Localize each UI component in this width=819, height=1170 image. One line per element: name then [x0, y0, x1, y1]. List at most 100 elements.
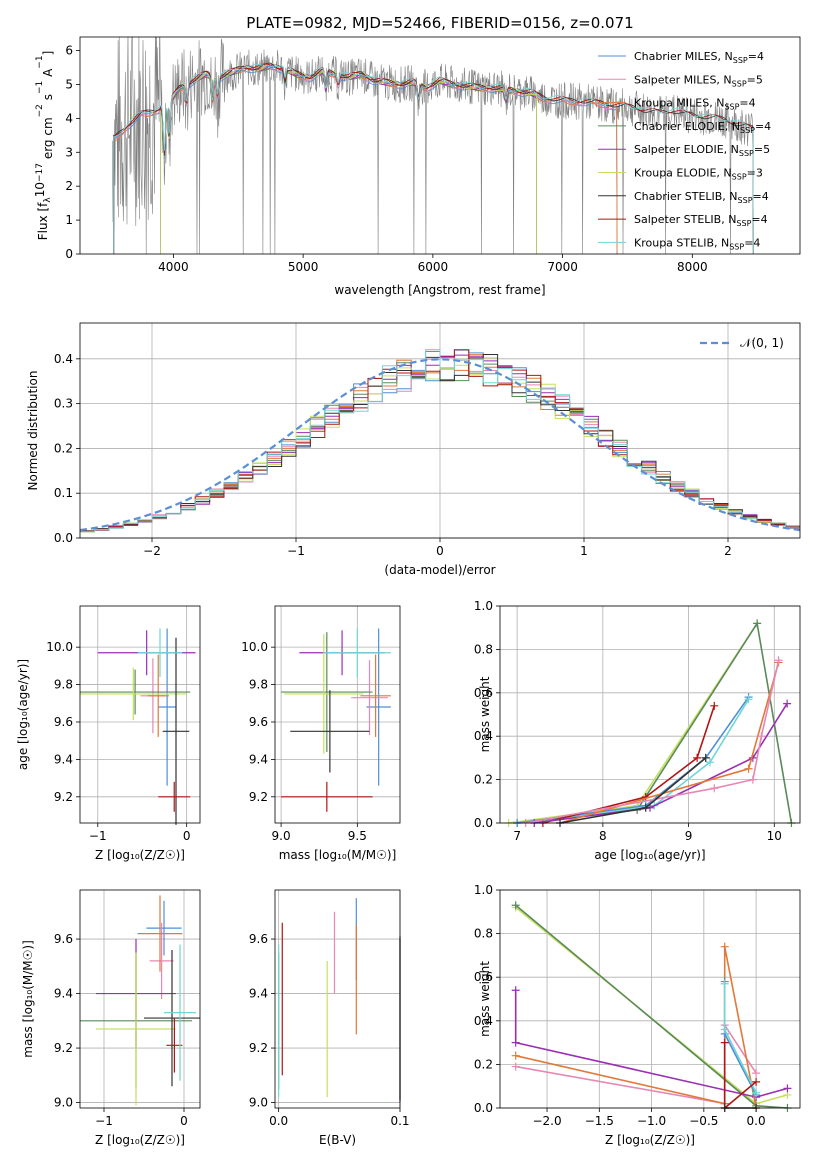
point-chabrier_stelib	[162, 637, 190, 825]
y-axis-label: mass weight	[478, 961, 492, 1037]
series-marker	[701, 753, 710, 762]
series-marker	[511, 1038, 520, 1047]
axes-5: 7 8 9 10 0.0 0.2 0.4 0.6 0.8 1.0 age [log₁₀(age/yr…	[474, 599, 801, 862]
y-tick-label: 0.4	[474, 729, 493, 743]
axes-3: −1 0 9.2 9.4 9.6 9.8 10.0 Z [log₁₀(Z/Z☉)] age [l…	[16, 605, 201, 862]
series-marker	[710, 701, 719, 710]
point-salpeter_stelib	[158, 781, 191, 812]
x-tick-label: −1.0	[637, 1114, 666, 1128]
x-tick-label: 7	[513, 829, 521, 843]
series-kroupa_elodie	[504, 619, 762, 827]
legend-entry: Chabrier ELODIE, NSSP=4	[634, 120, 771, 135]
legend-n: =4	[744, 236, 760, 249]
legend-label: Kroupa ELODIE, N	[634, 167, 732, 180]
x-tick-label: 0	[180, 1114, 188, 1128]
y-axis-label-part: Flux [f	[36, 202, 50, 240]
point-kroupa_miles	[137, 895, 183, 972]
legend-n: =5	[754, 143, 770, 156]
y-tick-label: 9.2	[54, 1041, 73, 1055]
y-tick-label: 0.6	[474, 970, 493, 984]
legend-sub: SSP	[724, 103, 739, 112]
x-tick-label: 9.0	[272, 829, 291, 843]
legend-label: Kroupa STELIB, N	[634, 236, 729, 249]
series-kroupa_stelib	[720, 979, 761, 1097]
y-axis-label-part: −2	[35, 104, 45, 117]
chart-title: PLATE=0982, MJD=52466, FIBERID=0156, z=0…	[246, 14, 633, 32]
y-tick-label: 10.0	[241, 640, 268, 654]
legend-n: =4	[753, 190, 769, 203]
y-axis-label-part: erg cm	[41, 117, 55, 163]
y-tick-label: 0.0	[474, 1101, 493, 1115]
legend-entry: Kroupa STELIB, NSSP=4	[634, 236, 760, 251]
y-axis-label-part: s	[41, 94, 55, 104]
axes-frame	[79, 889, 201, 1109]
legend-n: =3	[747, 167, 763, 180]
y-tick-label: 0.2	[54, 441, 73, 455]
y-tick-label: 0	[65, 247, 73, 261]
legend-label: Salpeter STELIB, N	[634, 213, 736, 226]
legend-label: Chabrier MILES, N	[634, 50, 733, 63]
y-tick-label: 1.0	[474, 599, 493, 613]
y-axis-label-part: −1	[35, 55, 45, 68]
series-line	[517, 621, 793, 824]
x-tick-label: 0.1	[390, 1114, 409, 1128]
point-salpeter_stelib	[281, 781, 373, 812]
y-tick-label: 0.3	[54, 397, 73, 411]
x-tick-label: 6000	[418, 260, 449, 274]
x-axis-label: Z [log₁₀(Z/Z☉)]	[605, 1133, 695, 1147]
x-tick-label: 9.5	[348, 829, 367, 843]
axes-7: 0.0 0.1 9.0 9.2 9.4 9.6 E(B-V)	[249, 889, 410, 1147]
point-chabrier_miles	[366, 628, 391, 786]
series-marker	[511, 901, 520, 910]
y-tick-label: 1	[65, 213, 73, 227]
point-salpeter_miles	[149, 922, 174, 999]
series-marker	[752, 1088, 761, 1097]
x-tick-label: 0.0	[269, 1114, 288, 1128]
legend-sub: SSP	[732, 173, 747, 182]
series-kroupa_miles	[556, 658, 783, 827]
axes-frame	[79, 322, 801, 539]
y-axis-label-part: ]	[41, 51, 55, 56]
legend-sub: SSP	[729, 242, 744, 251]
axes-frame	[274, 889, 401, 1109]
y-tick-label: 10.0	[46, 640, 73, 654]
y-axis-label-part: 10	[33, 182, 47, 197]
axes-frame	[499, 605, 801, 824]
model-line-kroupa_stelib	[113, 64, 754, 254]
series-salpeter_elodie	[511, 986, 792, 1102]
series-marker	[710, 784, 719, 793]
series-marker	[720, 942, 729, 951]
y-tick-label: 9.2	[249, 1041, 268, 1055]
point-kroupa_elodie	[284, 634, 364, 754]
y-axis-label: age [log₁₀(age/yr)]	[16, 659, 30, 770]
legend-entry: Kroupa MILES, NSSP=4	[634, 97, 756, 112]
y-tick-label: 0.0	[474, 816, 493, 830]
y-axis-label-part: −17	[35, 163, 45, 182]
series-marker	[720, 1025, 729, 1034]
x-tick-label: −1.5	[585, 1114, 614, 1128]
series-marker	[774, 656, 783, 665]
point-chabrier_miles	[146, 900, 182, 956]
series-line	[515, 946, 757, 1109]
axes-frame	[274, 605, 401, 824]
x-tick-label: 8	[599, 829, 607, 843]
y-axis-label-part: −1	[35, 81, 45, 94]
legend-sub: SSP	[740, 126, 755, 135]
x-axis-label: wavelength [Angstrom, rest frame]	[334, 283, 545, 297]
legend-sub: SSP	[733, 56, 748, 65]
point-chabrier_elodie	[80, 669, 191, 715]
y-tick-label: 0.2	[474, 1057, 493, 1071]
series-marker	[748, 775, 757, 784]
x-tick-label: 0	[183, 829, 191, 843]
y-tick-label: 9.6	[249, 932, 268, 946]
point-kroupa_elodie	[80, 667, 187, 721]
y-tick-label: 9.8	[249, 678, 268, 692]
series-marker	[511, 986, 520, 995]
legend-sub: SSP	[732, 79, 747, 88]
point-kroupa_miles	[360, 654, 391, 737]
point-chabrier_elodie	[281, 632, 373, 752]
point-chabrier_stelib	[144, 949, 200, 1087]
legend-n: =4	[751, 213, 767, 226]
series-marker	[720, 979, 729, 988]
